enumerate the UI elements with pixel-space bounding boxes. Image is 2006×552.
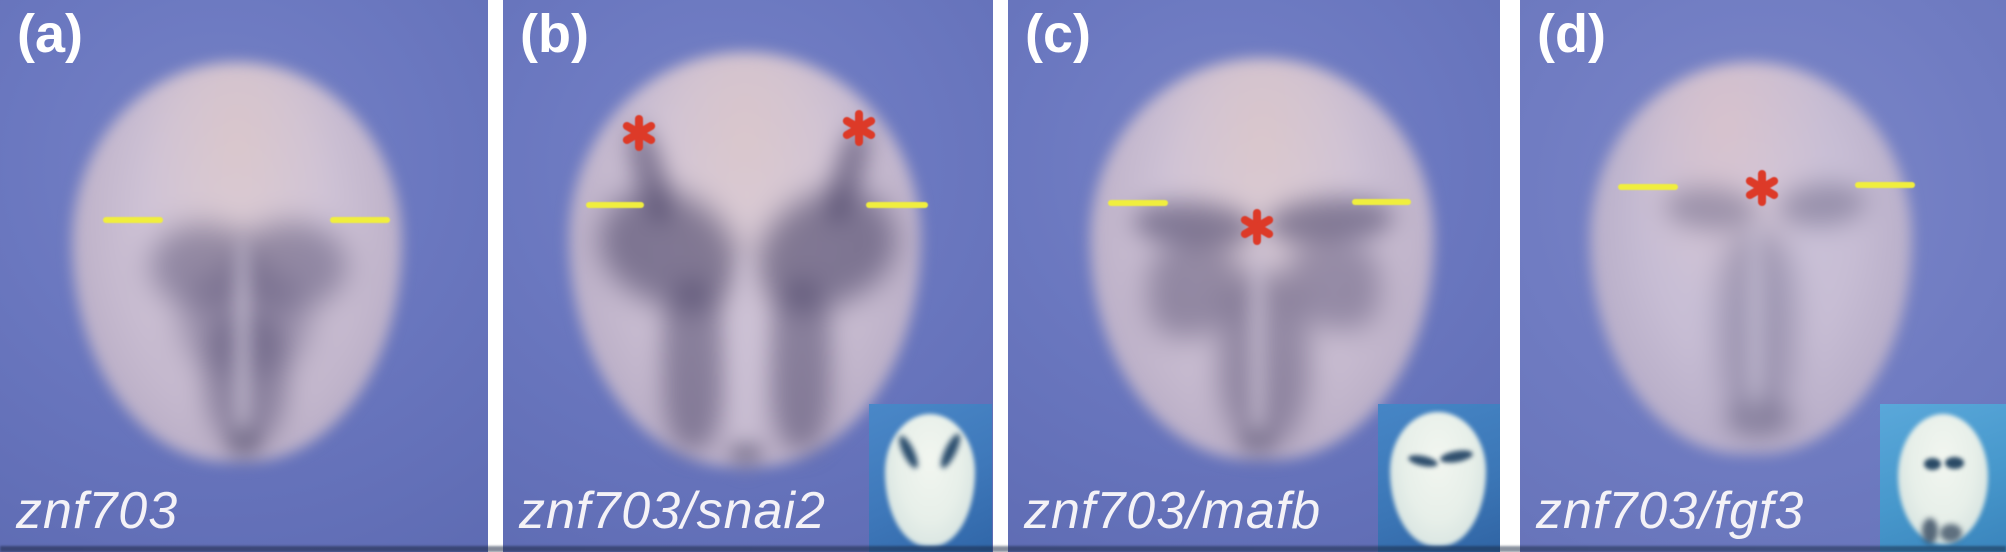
expression-stain-column-right — [771, 280, 831, 450]
posterior-cleft-shading — [1240, 428, 1274, 454]
inset-photo — [1378, 404, 1500, 552]
embryo-photo-a — [72, 62, 402, 462]
panel-c: (c) znf703/mafb — [1008, 0, 1500, 552]
expression-stain-column-left — [663, 280, 723, 450]
inset-photo — [1880, 404, 2006, 552]
posterior-cleft-shading — [227, 427, 261, 457]
extent-marker-line-right — [866, 202, 928, 208]
panel-tag: (d) — [1537, 4, 1606, 64]
extent-marker-line-right — [1352, 199, 1411, 205]
extent-marker-line-left — [1618, 184, 1678, 190]
inset-stain-smudge-left — [1922, 518, 1938, 544]
extent-marker-line-right — [330, 217, 390, 223]
inset-stain-dot-right — [1945, 457, 1964, 469]
gene-label: znf703 — [16, 482, 179, 540]
asterisk-marker-icon — [839, 108, 879, 148]
panel-separator — [1500, 0, 1520, 552]
panel-tag: (a) — [17, 4, 83, 64]
pale-midline — [1250, 243, 1266, 453]
panel-b: (b) znf703/snai2 — [503, 0, 993, 552]
pale-midline — [735, 252, 755, 467]
extent-marker-line-right — [1855, 182, 1915, 188]
posterior-shading — [1725, 402, 1795, 437]
embryo-photo-d — [1590, 62, 1912, 454]
extent-marker-line-left — [1108, 200, 1168, 206]
expression-stain-band-right — [1776, 180, 1868, 230]
panel-tag: (c) — [1025, 4, 1091, 64]
inset-stain-dot-left — [1924, 458, 1941, 470]
inset-embryo — [1898, 414, 1988, 544]
panel-d: (d) znf703/fgf3 — [1520, 0, 2006, 552]
pale-midline — [235, 237, 250, 447]
gene-label: znf703/snai2 — [519, 482, 826, 540]
panel-tag: (b) — [520, 4, 589, 64]
embryo-photo-c — [1090, 58, 1434, 460]
extent-marker-line-left — [586, 202, 644, 208]
asterisk-marker-icon — [619, 113, 659, 153]
panel-separator — [993, 0, 1008, 552]
inset-photo — [869, 404, 992, 552]
gene-label: znf703/fgf3 — [1536, 482, 1805, 540]
inset-embryo — [1390, 412, 1486, 546]
asterisk-marker-icon — [1742, 168, 1782, 208]
pale-midline — [1748, 222, 1763, 427]
asterisk-marker-icon — [1237, 207, 1277, 247]
inset-embryo — [885, 414, 975, 546]
posterior-cleft-shading — [729, 442, 763, 466]
panel-a: (a) znf703 — [0, 0, 488, 552]
extent-marker-line-left — [103, 217, 163, 223]
figure-bottom-edge — [0, 546, 2006, 552]
panel-separator — [488, 0, 503, 552]
inset-stain-smudge-right — [1940, 524, 1962, 542]
gene-label: znf703/mafb — [1024, 482, 1322, 540]
